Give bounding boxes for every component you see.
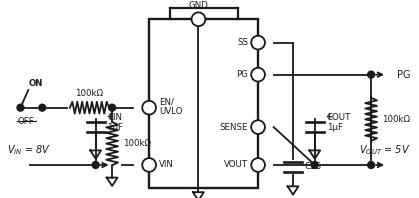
Circle shape <box>311 162 318 168</box>
Text: PG: PG <box>397 70 410 80</box>
Text: GND: GND <box>189 1 208 10</box>
Circle shape <box>142 101 156 114</box>
Circle shape <box>109 104 116 111</box>
Text: +: + <box>106 112 114 121</box>
Text: SS: SS <box>237 38 248 47</box>
Text: 100kΩ: 100kΩ <box>123 139 151 148</box>
Text: SENSE: SENSE <box>220 123 248 132</box>
Circle shape <box>368 162 375 168</box>
Circle shape <box>39 104 46 111</box>
Text: VOUT: VOUT <box>224 160 248 169</box>
Circle shape <box>368 71 375 78</box>
Text: $V_{OUT}$ = 5V: $V_{OUT}$ = 5V <box>359 143 410 157</box>
Text: EN/
UVLO: EN/ UVLO <box>159 97 182 116</box>
Text: CSS: CSS <box>305 162 322 171</box>
Circle shape <box>251 36 265 50</box>
Circle shape <box>191 12 205 26</box>
Text: 100kΩ: 100kΩ <box>382 115 410 124</box>
Circle shape <box>251 120 265 134</box>
Circle shape <box>17 104 24 111</box>
Text: 100kΩ: 100kΩ <box>75 89 103 98</box>
Text: OFF: OFF <box>18 117 34 127</box>
Text: ON: ON <box>28 79 43 88</box>
Text: PG: PG <box>236 70 248 79</box>
Text: $V_{IN}$ = 8V: $V_{IN}$ = 8V <box>7 143 51 157</box>
Circle shape <box>92 162 99 168</box>
Text: COUT
1μF: COUT 1μF <box>326 113 351 132</box>
Text: VIN: VIN <box>159 160 174 169</box>
Text: +: + <box>326 112 333 121</box>
Circle shape <box>251 158 265 172</box>
Circle shape <box>142 158 156 172</box>
Circle shape <box>251 68 265 82</box>
Bar <box>149 19 258 188</box>
Text: CIN
1μF: CIN 1μF <box>107 113 124 132</box>
